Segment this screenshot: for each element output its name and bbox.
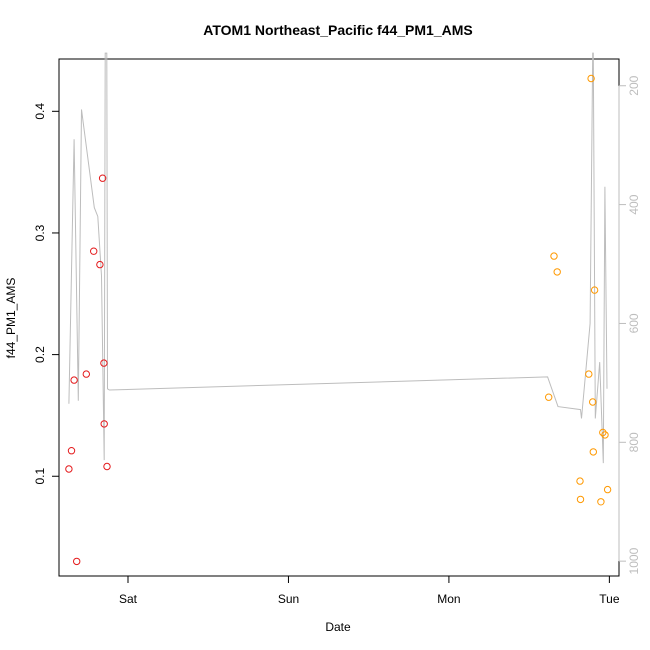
y-tick-label: 0.3 bbox=[33, 224, 47, 241]
data-point bbox=[585, 370, 593, 378]
y2-tick-label: 200 bbox=[627, 75, 641, 95]
y2-tick-label: 600 bbox=[627, 313, 641, 333]
data-point bbox=[96, 260, 104, 269]
y-axis-label: f44_PM1_AMS bbox=[4, 278, 18, 359]
y2-tick-label: 400 bbox=[627, 194, 641, 214]
y-tick-label: 0.1 bbox=[33, 468, 47, 485]
axes-layer: 0.1 0.2 0.3 0.4 200 400 600 800 1000 Sat Sun Mon Tue bbox=[33, 75, 641, 606]
y-tick-label: 0.4 bbox=[33, 103, 47, 120]
data-point bbox=[589, 448, 597, 456]
data-point bbox=[100, 420, 108, 428]
data-point bbox=[545, 393, 553, 401]
x-tick-label: Tue bbox=[599, 592, 620, 606]
data-point bbox=[553, 268, 561, 276]
data-point bbox=[100, 359, 108, 367]
points-layer bbox=[65, 74, 612, 566]
data-point bbox=[599, 428, 607, 437]
data-point bbox=[103, 462, 111, 471]
data-point bbox=[589, 398, 597, 406]
data-point bbox=[90, 247, 98, 255]
data-point bbox=[576, 477, 584, 485]
data-point bbox=[603, 485, 612, 494]
x-axis-label: Date bbox=[325, 620, 351, 634]
data-point bbox=[73, 557, 81, 566]
data-point bbox=[597, 498, 605, 506]
data-point bbox=[70, 376, 78, 384]
x-tick-label: Mon bbox=[437, 592, 460, 606]
y-tick-label: 0.2 bbox=[33, 346, 47, 363]
data-point bbox=[601, 431, 609, 439]
data-point bbox=[82, 370, 91, 378]
chart-title: ATOM1 Northeast_Pacific f44_PM1_AMS bbox=[203, 22, 472, 38]
plot-frame bbox=[58, 58, 620, 577]
data-point bbox=[550, 252, 558, 260]
altitude-line-layer bbox=[68, 52, 608, 464]
x-tick-label: Sat bbox=[119, 592, 138, 606]
y2-tick-label: 1000 bbox=[627, 547, 641, 574]
data-point bbox=[98, 174, 107, 182]
x-tick-label: Sun bbox=[278, 592, 299, 606]
y2-tick-label: 800 bbox=[627, 432, 641, 452]
data-point bbox=[590, 286, 599, 294]
data-point bbox=[65, 465, 73, 473]
data-point bbox=[587, 74, 595, 83]
data-point bbox=[67, 447, 76, 455]
data-point bbox=[576, 495, 585, 504]
altitude-line bbox=[68, 52, 608, 464]
